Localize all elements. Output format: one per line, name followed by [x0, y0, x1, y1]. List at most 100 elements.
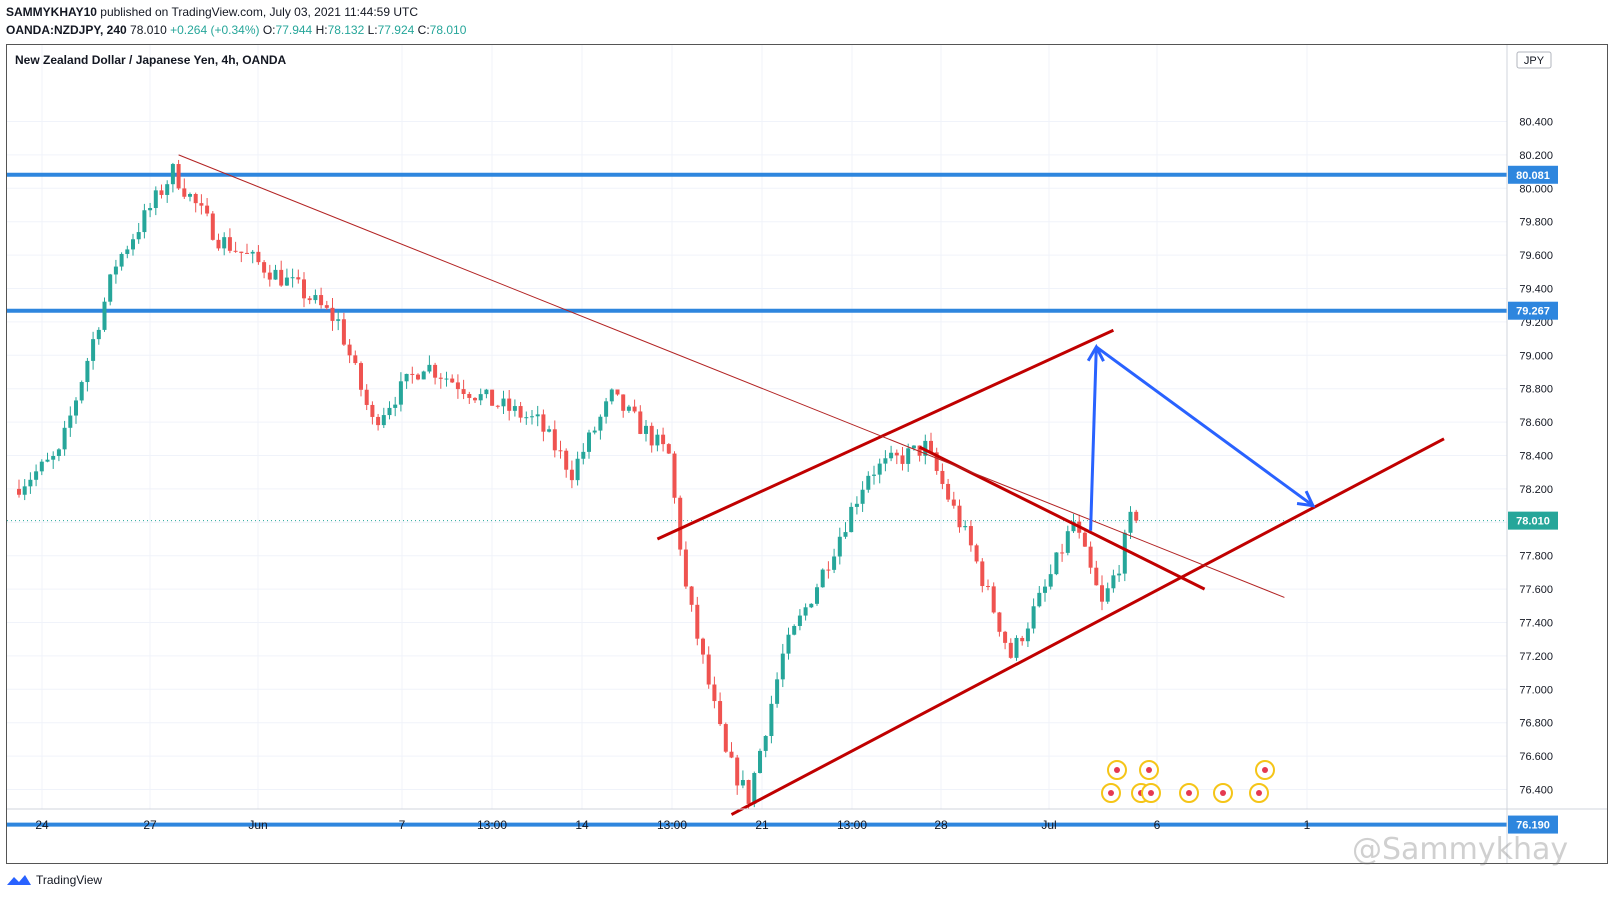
price-change: +0.264 (+0.34%)	[170, 23, 260, 37]
candle-body	[575, 458, 580, 481]
x-tick-label: Jul	[1041, 818, 1056, 832]
candle-body	[113, 266, 118, 275]
projection-arrows[interactable]	[1086, 343, 1316, 531]
x-tick-label: 6	[1154, 818, 1161, 832]
trend-line-long-descending[interactable]	[178, 154, 1285, 598]
candle-body	[387, 407, 392, 416]
candle-body	[758, 750, 762, 774]
candle-body	[1117, 573, 1122, 576]
candle-body	[929, 440, 933, 453]
projection-arrow-line[interactable]	[1089, 346, 1098, 531]
candle-body	[102, 301, 107, 330]
candle-body	[393, 404, 398, 408]
chart-canvas[interactable]: 80.400 80.200 80.000 79.800 79.600 79.400 79.2…	[7, 45, 1607, 863]
candle-body	[1037, 592, 1042, 607]
candle-body	[530, 416, 534, 418]
candle-body	[188, 193, 192, 197]
candle-body	[51, 455, 56, 460]
candle-body	[79, 382, 84, 401]
candle-body	[1071, 521, 1076, 532]
candle-body	[615, 389, 620, 395]
y-tick-label: 77.000	[1519, 684, 1553, 696]
candle-body	[666, 444, 671, 454]
last-price-tag	[1508, 511, 1558, 530]
candle-body	[336, 319, 341, 321]
price-axis[interactable]: 80.400 80.200 80.000 79.800 79.600 79.400 79.2…	[1508, 117, 1558, 834]
candle-body	[359, 363, 363, 390]
candle-body	[370, 404, 375, 417]
event-dot-icon	[1220, 790, 1226, 796]
candle-body	[91, 339, 96, 361]
projection-arrow-line[interactable]	[1095, 345, 1314, 507]
publisher-name[interactable]: SAMMYKHAY10	[6, 5, 97, 19]
candle-body	[1065, 531, 1070, 553]
candle-body	[581, 451, 586, 459]
candle-body	[444, 378, 449, 380]
candle-body	[330, 307, 335, 321]
x-tick-label: 14	[575, 818, 589, 832]
candle-body	[1048, 574, 1053, 587]
ohlc-line: OANDA:NZDJPY, 240 78.010 +0.264 (+0.34%)…	[6, 23, 466, 37]
candle-body	[740, 780, 745, 786]
price-level-label: 76.190	[1516, 820, 1550, 832]
symbol-label: OANDA:NZDJPY, 240	[6, 23, 127, 37]
candle-body	[535, 414, 540, 417]
candle-body	[974, 545, 979, 562]
candle-body	[997, 612, 1002, 632]
low-label: L:	[367, 23, 378, 37]
candle-body	[661, 434, 666, 445]
candle-body	[860, 489, 865, 504]
candle-body	[256, 251, 261, 263]
candle-body	[148, 208, 153, 211]
candle-body	[957, 505, 962, 528]
y-tick-label: 77.200	[1519, 651, 1553, 663]
candle-body	[467, 393, 472, 398]
candle-body	[803, 607, 808, 616]
candle-body	[416, 374, 420, 380]
candle-body	[131, 239, 135, 250]
candle-body	[39, 461, 44, 472]
y-tick-label: 79.400	[1519, 284, 1553, 296]
time-axis[interactable]: 24 27 Jun 7 13:00 14 13:00 21 13:00 28 Jul 6 1	[35, 818, 1310, 832]
trend-line-lower-channel[interactable]	[730, 437, 1445, 816]
candle-body	[182, 188, 187, 197]
candle-body	[205, 205, 210, 214]
candle-body	[512, 406, 517, 411]
candle-body	[644, 425, 648, 434]
candle-body	[165, 184, 170, 195]
candle-body	[1094, 567, 1099, 586]
candle-body	[837, 536, 842, 557]
candle-body	[706, 654, 711, 685]
chart-title: New Zealand Dollar / Japanese Yen, 4h, O…	[15, 53, 287, 67]
candle-body	[621, 394, 626, 411]
y-tick-label: 78.200	[1519, 484, 1553, 496]
candle-body	[262, 262, 267, 273]
grid	[7, 45, 1507, 809]
candle-body	[541, 414, 546, 432]
candle-body	[1060, 552, 1065, 554]
candle-body	[735, 757, 740, 786]
candle-body	[780, 653, 785, 680]
candle-body	[450, 378, 455, 383]
candle-body	[216, 239, 221, 249]
candle-body	[353, 355, 358, 364]
candle-body	[695, 604, 700, 639]
candle-body	[17, 488, 21, 495]
event-dot-icon	[1256, 790, 1262, 796]
chart-frame[interactable]: 80.400 80.200 80.000 79.800 79.600 79.400 79.2…	[6, 44, 1608, 864]
candle-body	[723, 724, 728, 752]
high-value: 78.132	[327, 23, 365, 37]
event-markers[interactable]	[1101, 760, 1275, 803]
tradingview-footer[interactable]: TradingView	[6, 873, 102, 887]
trend-line-upper-channel[interactable]	[656, 328, 1115, 541]
event-dot-icon	[1186, 790, 1192, 796]
candle-body	[478, 394, 483, 401]
candle-body	[638, 411, 643, 434]
candle-body	[763, 736, 768, 751]
currency-badge[interactable]: JPY	[1524, 55, 1545, 67]
horizontal-levels[interactable]	[7, 172, 1507, 827]
trend-lines[interactable]	[178, 154, 1445, 816]
candle-body	[319, 295, 324, 306]
candle-body	[290, 277, 295, 279]
y-tick-label: 76.600	[1519, 751, 1553, 763]
